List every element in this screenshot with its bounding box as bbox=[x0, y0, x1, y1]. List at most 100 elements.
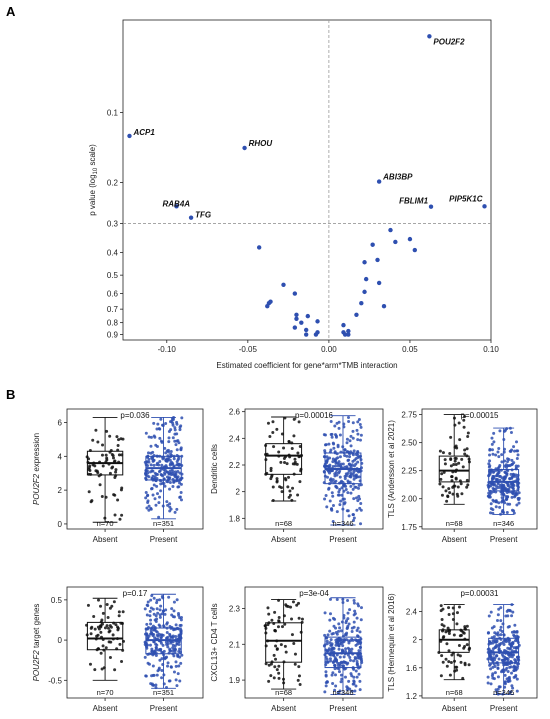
data-point bbox=[503, 471, 507, 475]
data-point bbox=[502, 510, 506, 514]
category-label: Present bbox=[150, 535, 178, 544]
data-point bbox=[96, 647, 100, 651]
data-point bbox=[359, 501, 363, 505]
data-point bbox=[176, 653, 180, 657]
data-point bbox=[165, 500, 169, 504]
data-point bbox=[178, 481, 182, 485]
data-point bbox=[174, 635, 178, 639]
data-point bbox=[346, 646, 350, 650]
data-point bbox=[151, 450, 155, 454]
data-point bbox=[114, 468, 118, 472]
data-point bbox=[269, 469, 273, 473]
data-point bbox=[352, 599, 356, 603]
data-point bbox=[334, 630, 338, 634]
data-point bbox=[357, 483, 361, 487]
data-point bbox=[356, 455, 360, 459]
data-point bbox=[496, 675, 500, 679]
data-point bbox=[285, 462, 289, 466]
boxplot-y-label: Dendritic cells bbox=[210, 444, 219, 494]
data-point bbox=[300, 620, 304, 624]
data-point bbox=[457, 605, 461, 609]
data-point bbox=[352, 516, 356, 520]
data-point bbox=[445, 642, 449, 646]
data-point bbox=[155, 454, 159, 458]
data-point bbox=[160, 669, 164, 673]
data-point bbox=[355, 616, 359, 620]
data-point bbox=[340, 493, 344, 497]
data-point bbox=[457, 421, 461, 425]
data-point bbox=[340, 677, 344, 681]
data-point bbox=[324, 648, 328, 652]
data-point bbox=[113, 475, 117, 479]
data-point bbox=[500, 460, 504, 464]
data-point bbox=[504, 657, 508, 661]
y-tick-label: 1.6 bbox=[406, 664, 418, 673]
gene-point-labeled bbox=[127, 133, 132, 139]
data-point bbox=[332, 624, 336, 628]
data-point bbox=[446, 494, 450, 498]
data-point bbox=[164, 468, 168, 472]
data-point bbox=[338, 626, 342, 630]
data-point bbox=[498, 505, 502, 509]
data-point bbox=[273, 665, 277, 669]
data-point bbox=[266, 421, 270, 425]
data-point bbox=[282, 614, 286, 618]
data-point bbox=[280, 625, 284, 629]
data-point bbox=[168, 632, 172, 636]
p-value-label: p=0.036 bbox=[120, 411, 150, 420]
data-point bbox=[113, 513, 117, 517]
data-point bbox=[145, 627, 149, 631]
data-point bbox=[357, 649, 361, 653]
data-point bbox=[323, 451, 327, 455]
data-point bbox=[151, 478, 155, 482]
gene-point bbox=[346, 332, 351, 337]
data-point bbox=[494, 645, 498, 649]
data-point bbox=[353, 657, 357, 661]
data-point bbox=[508, 609, 512, 613]
data-point bbox=[330, 643, 334, 647]
data-point bbox=[149, 618, 153, 622]
data-point bbox=[359, 458, 363, 462]
data-point bbox=[158, 615, 162, 619]
data-point bbox=[279, 460, 283, 464]
data-point bbox=[510, 661, 514, 665]
data-point bbox=[328, 456, 332, 460]
data-point bbox=[101, 464, 105, 468]
data-point bbox=[337, 622, 341, 626]
data-point bbox=[178, 425, 182, 429]
data-point bbox=[280, 490, 284, 494]
data-point bbox=[354, 474, 358, 478]
data-point bbox=[177, 485, 181, 489]
data-point bbox=[499, 512, 503, 516]
data-point bbox=[176, 672, 180, 676]
data-point bbox=[356, 626, 360, 630]
data-point bbox=[347, 622, 351, 626]
data-point bbox=[279, 643, 283, 647]
data-point bbox=[492, 625, 496, 629]
data-point bbox=[147, 508, 151, 512]
data-point bbox=[508, 679, 512, 683]
data-point bbox=[496, 692, 500, 696]
data-point bbox=[459, 660, 463, 664]
data-point bbox=[352, 680, 356, 684]
data-point bbox=[496, 468, 500, 472]
data-point bbox=[331, 494, 335, 498]
data-point bbox=[450, 479, 454, 483]
data-point bbox=[351, 666, 355, 670]
data-point bbox=[171, 643, 175, 647]
data-point bbox=[517, 658, 521, 662]
data-point bbox=[338, 663, 342, 667]
panel-a-letter: A bbox=[6, 4, 16, 19]
data-point bbox=[350, 647, 354, 651]
data-point bbox=[508, 647, 512, 651]
data-point bbox=[170, 454, 174, 458]
data-point bbox=[172, 454, 176, 458]
data-point bbox=[448, 452, 452, 456]
boxplot-y-label: CXCL13+ CD4 T cells bbox=[210, 603, 219, 681]
data-point bbox=[359, 522, 363, 526]
data-point bbox=[440, 654, 444, 658]
data-point bbox=[506, 502, 510, 506]
data-point bbox=[145, 613, 149, 617]
data-point bbox=[496, 472, 500, 476]
y-tick-label: 0.7 bbox=[107, 305, 119, 314]
